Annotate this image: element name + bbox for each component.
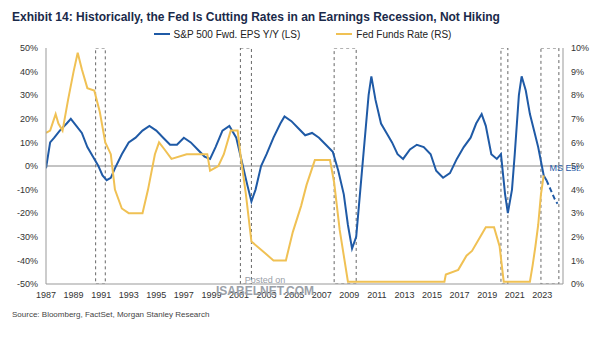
- svg-text:1991: 1991: [91, 290, 111, 300]
- svg-text:1999: 1999: [201, 290, 222, 301]
- svg-text:0%: 0%: [571, 279, 584, 289]
- svg-text:2017: 2017: [450, 290, 470, 300]
- svg-text:1989: 1989: [64, 290, 84, 300]
- svg-text:1%: 1%: [571, 256, 584, 266]
- svg-text:MS Est.: MS Est.: [549, 163, 581, 173]
- svg-text:-10%: -10%: [17, 185, 38, 195]
- svg-text:6%: 6%: [571, 138, 584, 148]
- html-text:ISABELNET.COM: ISABELNET.COM: [216, 284, 314, 299]
- svg-text:3%: 3%: [571, 208, 584, 218]
- svg-text:2011: 2011: [367, 290, 386, 300]
- svg-text:2019: 2019: [477, 290, 497, 300]
- svg-text:20%: 20%: [20, 114, 38, 124]
- svg-text:-50%: -50%: [17, 279, 38, 289]
- svg-text:40%: 40%: [20, 67, 38, 77]
- svg-text:30%: 30%: [20, 90, 38, 100]
- html-text:Exhibit 14: Historically, the: Exhibit 14: Historically, the Fed Is Cut…: [12, 10, 500, 24]
- svg-text:-30%: -30%: [17, 232, 38, 242]
- html-text:Posted on: Posted on: [244, 275, 286, 285]
- svg-text:2007: 2007: [312, 290, 332, 300]
- svg-text:10%: 10%: [571, 43, 589, 53]
- svg-text:-40%: -40%: [17, 256, 38, 266]
- html-text:Fed Funds Rate (RS): Fed Funds Rate (RS): [356, 28, 452, 40]
- svg-text:-20%: -20%: [17, 208, 38, 218]
- svg-text:2%: 2%: [571, 232, 584, 242]
- svg-text:1995: 1995: [146, 290, 166, 300]
- svg-text:10%: 10%: [20, 138, 38, 148]
- html-text:Source: Bloomberg, FactSet, Mo: Source: Bloomberg, FactSet, Morgan Stanl…: [12, 310, 210, 319]
- svg-text:2009: 2009: [339, 290, 359, 300]
- svg-text:2013: 2013: [394, 290, 414, 300]
- svg-text:7%: 7%: [571, 114, 584, 124]
- svg-text:4%: 4%: [571, 185, 584, 195]
- svg-text:0%: 0%: [25, 161, 38, 171]
- svg-text:2021: 2021: [505, 290, 525, 300]
- svg-text:2015: 2015: [422, 290, 442, 300]
- svg-text:2023: 2023: [532, 290, 552, 300]
- svg-text:9%: 9%: [571, 67, 584, 77]
- svg-text:1997: 1997: [174, 290, 194, 300]
- svg-text:1993: 1993: [119, 290, 139, 300]
- svg-text:8%: 8%: [571, 90, 584, 100]
- svg-text:1987: 1987: [36, 290, 56, 300]
- html-text:S&P 500 Fwd. EPS Y/Y (LS): S&P 500 Fwd. EPS Y/Y (LS): [173, 28, 301, 40]
- svg-text:50%: 50%: [20, 43, 38, 53]
